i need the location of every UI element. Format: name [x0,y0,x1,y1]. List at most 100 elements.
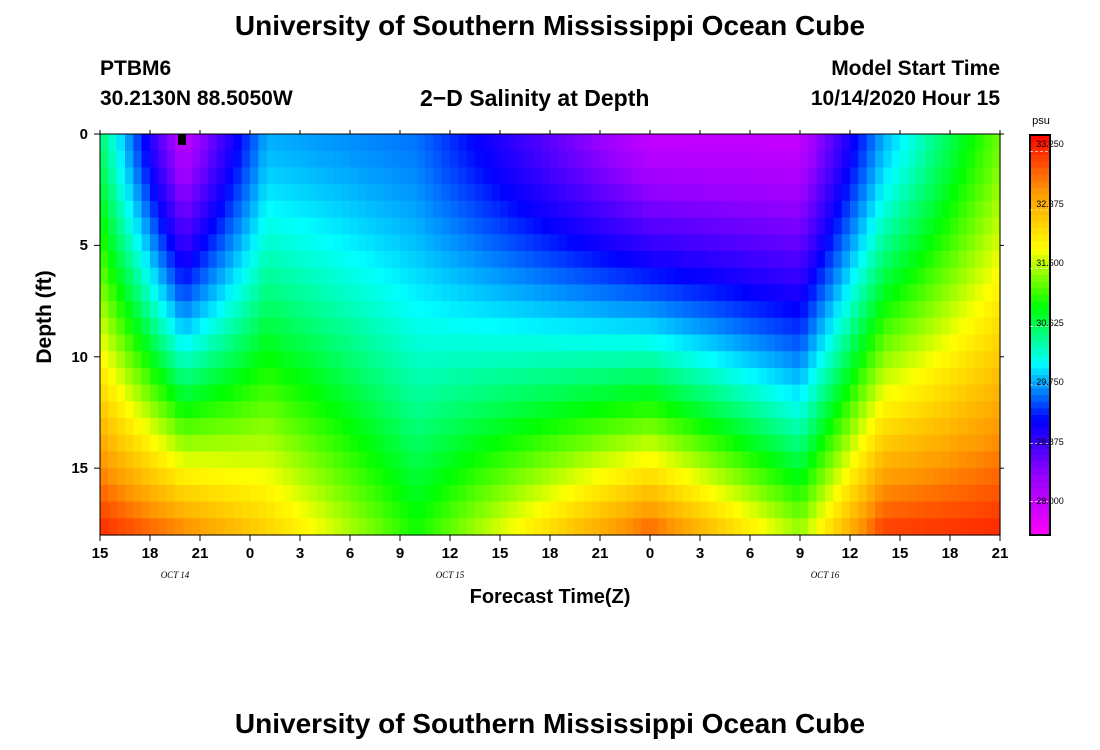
heatmap-cell [141,501,151,519]
heatmap-cell [625,150,634,169]
heatmap-cell [183,134,193,152]
heatmap-cell [408,250,418,269]
heatmap-cell [616,518,626,536]
heatmap-cell [200,451,209,469]
heatmap-cell [391,284,401,302]
heatmap-cell [283,334,293,352]
heatmap-cell [158,501,168,519]
heatmap-cell [641,184,651,202]
heatmap-cell [725,367,734,386]
heatmap-cell [975,250,984,269]
heatmap-cell [466,418,476,436]
heatmap-cell [416,501,426,519]
heatmap-cell [583,250,593,269]
heatmap-cell [683,384,693,402]
heatmap-cell [175,501,184,519]
heatmap-cell [666,217,676,235]
heatmap-cell [200,418,209,436]
heatmap-cell [691,150,701,169]
heatmap-cell [183,384,193,402]
heatmap-cell [308,367,318,386]
heatmap-cell [925,301,934,319]
heatmap-cell [850,401,859,419]
heatmap-cell [983,234,993,252]
heatmap-cell [441,217,451,235]
heatmap-cell [933,167,943,185]
heatmap-cell [966,200,976,219]
heatmap-cell [566,200,576,219]
heatmap-cell [916,367,926,386]
heatmap-cell [166,484,176,503]
heatmap-cell [566,317,576,336]
heatmap-cell [533,367,543,386]
heatmap-cell [391,367,401,386]
heatmap-cell [950,217,959,235]
heatmap-cell [941,184,951,202]
heatmap-cell [833,401,843,419]
heatmap-cell [625,284,634,302]
heatmap-cell [975,267,984,285]
heatmap-cell [991,401,1001,419]
heatmap-cell [458,167,468,185]
heatmap-cell [716,200,726,219]
heatmap-cell [975,367,984,386]
heatmap-cell [175,351,184,369]
colorbar-segment [1030,508,1050,516]
heatmap-cell [191,334,201,352]
heatmap-cell [916,284,926,302]
heatmap-cell [866,418,876,436]
heatmap-cell [291,501,301,519]
heatmap-cell [641,284,651,302]
heatmap-cell [808,334,818,352]
heatmap-cell [766,250,776,269]
heatmap-cell [416,134,426,152]
heatmap-cell [708,384,718,402]
heatmap-cell [908,284,918,302]
heatmap-cell [400,134,409,152]
heatmap-cell [908,301,918,319]
heatmap-cell [991,217,1001,235]
heatmap-cell [641,418,651,436]
heatmap-cell [500,167,509,185]
heatmap-cell [883,401,893,419]
heatmap-cell [158,250,168,269]
heatmap-cell [266,250,276,269]
heatmap-cell [508,250,518,269]
x-tick-label: 3 [295,545,305,562]
heatmap-cell [241,200,251,219]
heatmap-cell [400,167,409,185]
heatmap-cell [266,217,276,235]
heatmap-cell [250,317,259,336]
heatmap-cell [375,501,384,519]
heatmap-cell [116,184,126,202]
heatmap-cell [275,434,284,453]
heatmap-cell [675,217,684,235]
heatmap-cell [400,284,409,302]
heatmap-cell [941,367,951,386]
heatmap-cell [150,451,159,469]
heatmap-cell [883,334,893,352]
heatmap-cell [250,468,259,486]
heatmap-cell [783,250,793,269]
heatmap-cell [783,267,793,285]
heatmap-cell [333,317,343,336]
heatmap-cell [800,184,809,202]
heatmap-cell [383,418,393,436]
x-tick-label: 21 [591,545,609,562]
heatmap-cell [383,384,393,402]
heatmap-cell [141,250,151,269]
heatmap-cell [800,334,809,352]
heatmap-cell [983,484,993,503]
heatmap-cell [108,167,118,185]
heatmap-cell [875,200,884,219]
heatmap-cell [283,284,293,302]
x-tick-label: 15 [91,545,109,562]
heatmap-cell [275,484,284,503]
heatmap-cell [841,351,851,369]
heatmap-cell [591,418,601,436]
heatmap-cell [175,150,184,169]
x-axis-label: Forecast Time(Z) [469,586,631,608]
heatmap-cell [825,134,834,152]
heatmap-cell [450,351,459,369]
heatmap-cell [833,451,843,469]
